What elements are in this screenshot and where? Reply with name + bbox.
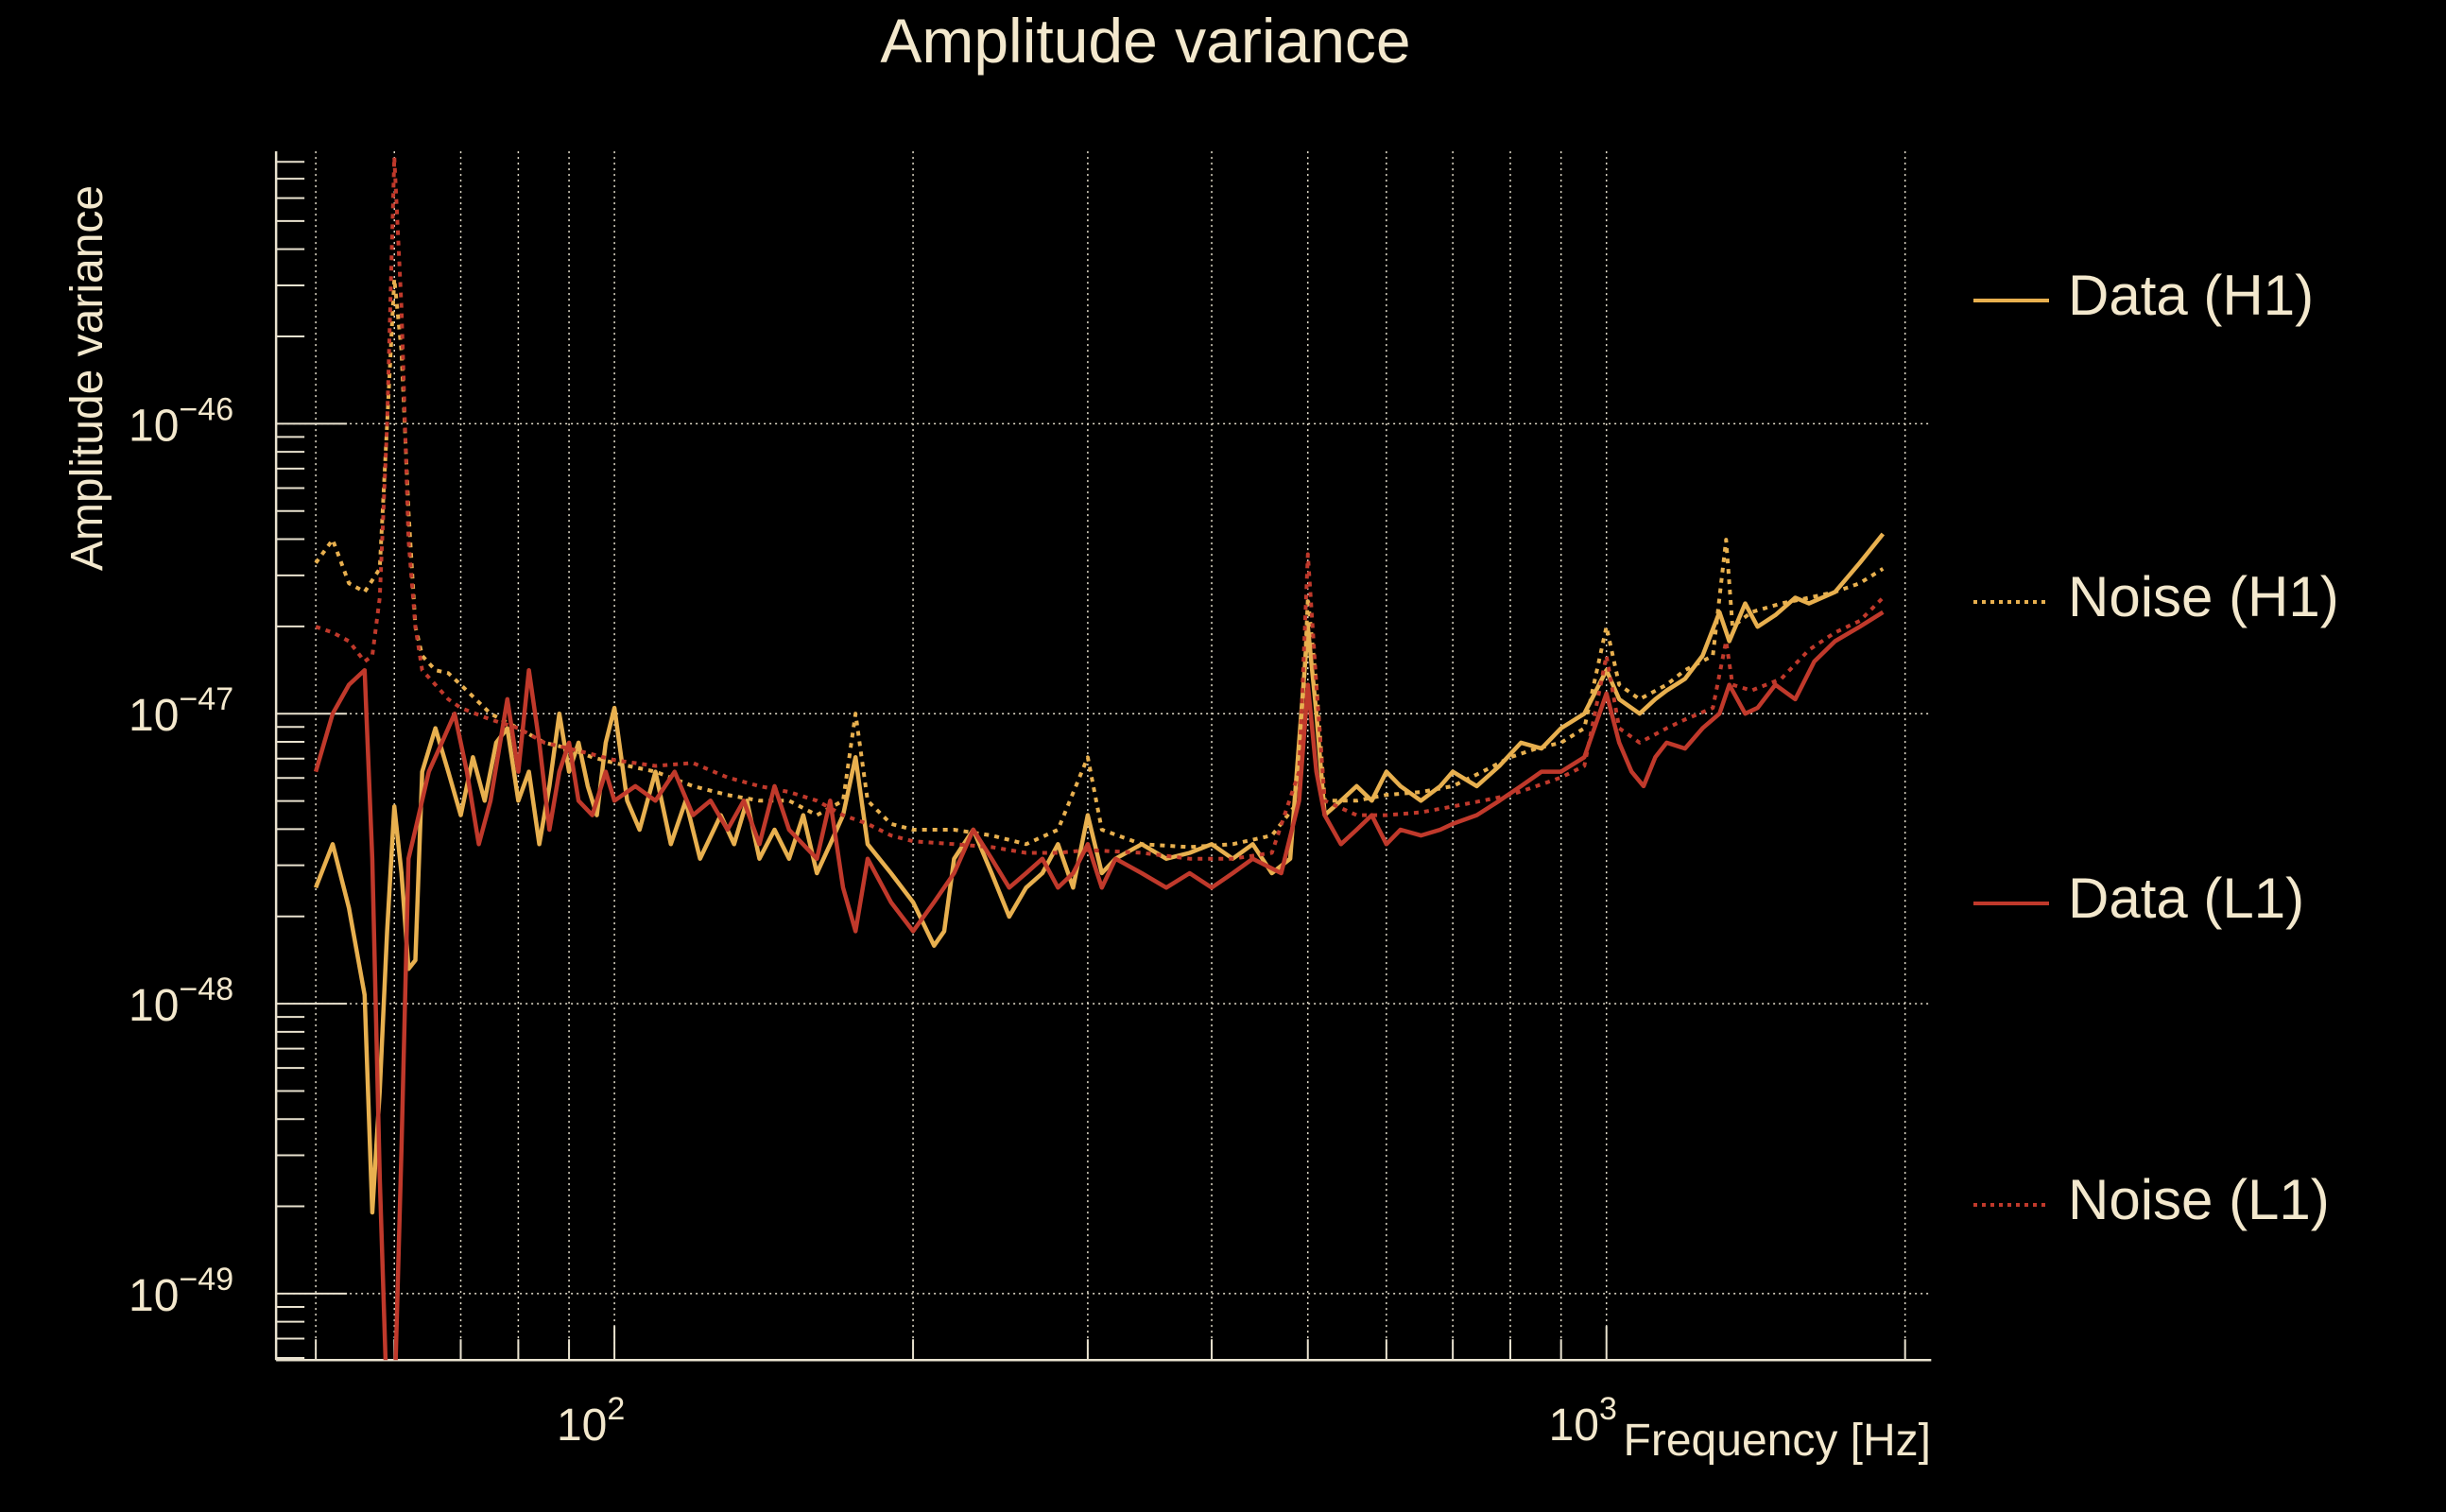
series-noise-l1 — [315, 155, 1885, 861]
chart-title: Amplitude variance — [880, 6, 1410, 76]
legend-item-data-h1: Data (H1) — [1973, 264, 2314, 327]
legend-item-noise-l1: Noise (L1) — [1973, 1168, 2330, 1231]
tick-labels: 10−46 10−47 10−48 10−49 102 103 — [129, 391, 1617, 1451]
plot-series — [313, 155, 1886, 1361]
series-noise-h1 — [314, 277, 1885, 850]
legend: Data (H1) Noise (H1) Data (L1) Noise (L1… — [1973, 264, 2339, 1231]
legend-label: Data (L1) — [2068, 867, 2304, 930]
legend-label: Noise (H1) — [2068, 565, 2339, 628]
legend-label: Data (H1) — [2068, 264, 2314, 327]
y-tick-label: 10−49 — [129, 1262, 233, 1321]
series-data-l1 — [313, 610, 1885, 1361]
y-tick-label: 10−46 — [129, 391, 233, 451]
grid-lines — [276, 151, 1932, 1361]
legend-item-noise-h1: Noise (H1) — [1973, 565, 2339, 628]
legend-label: Noise (L1) — [2068, 1168, 2330, 1231]
y-tick-label: 10−48 — [129, 971, 233, 1031]
x-axis-label: Frequency [Hz] — [1624, 1416, 1931, 1466]
x-tick-label: 103 — [1549, 1391, 1617, 1451]
legend-item-data-l1: Data (L1) — [1973, 867, 2304, 930]
y-tick-label: 10−47 — [129, 681, 233, 741]
axes — [274, 151, 1932, 1362]
y-axis-label: Amplitude variance — [62, 185, 112, 571]
x-tick-label: 102 — [557, 1391, 625, 1451]
